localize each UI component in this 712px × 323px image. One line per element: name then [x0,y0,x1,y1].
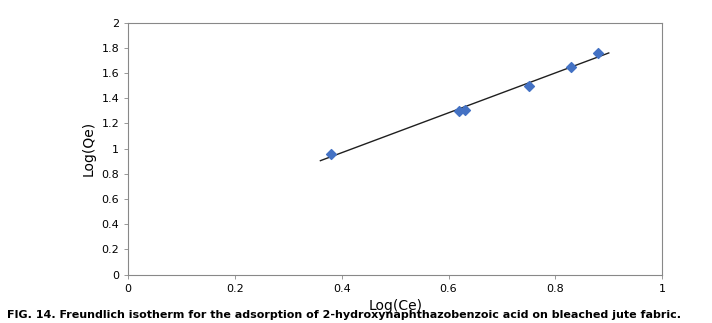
Y-axis label: Log(Qe): Log(Qe) [82,121,96,176]
Text: FIG. 14. Freundlich isotherm for the adsorption of 2-hydroxynaphthazobenzoic aci: FIG. 14. Freundlich isotherm for the ads… [7,310,681,320]
Point [459,107,471,112]
Point [523,83,534,88]
Point [454,108,465,113]
Point [592,50,604,56]
Point [565,64,577,69]
Point [325,151,337,156]
X-axis label: Log(Ce): Log(Ce) [368,299,422,313]
